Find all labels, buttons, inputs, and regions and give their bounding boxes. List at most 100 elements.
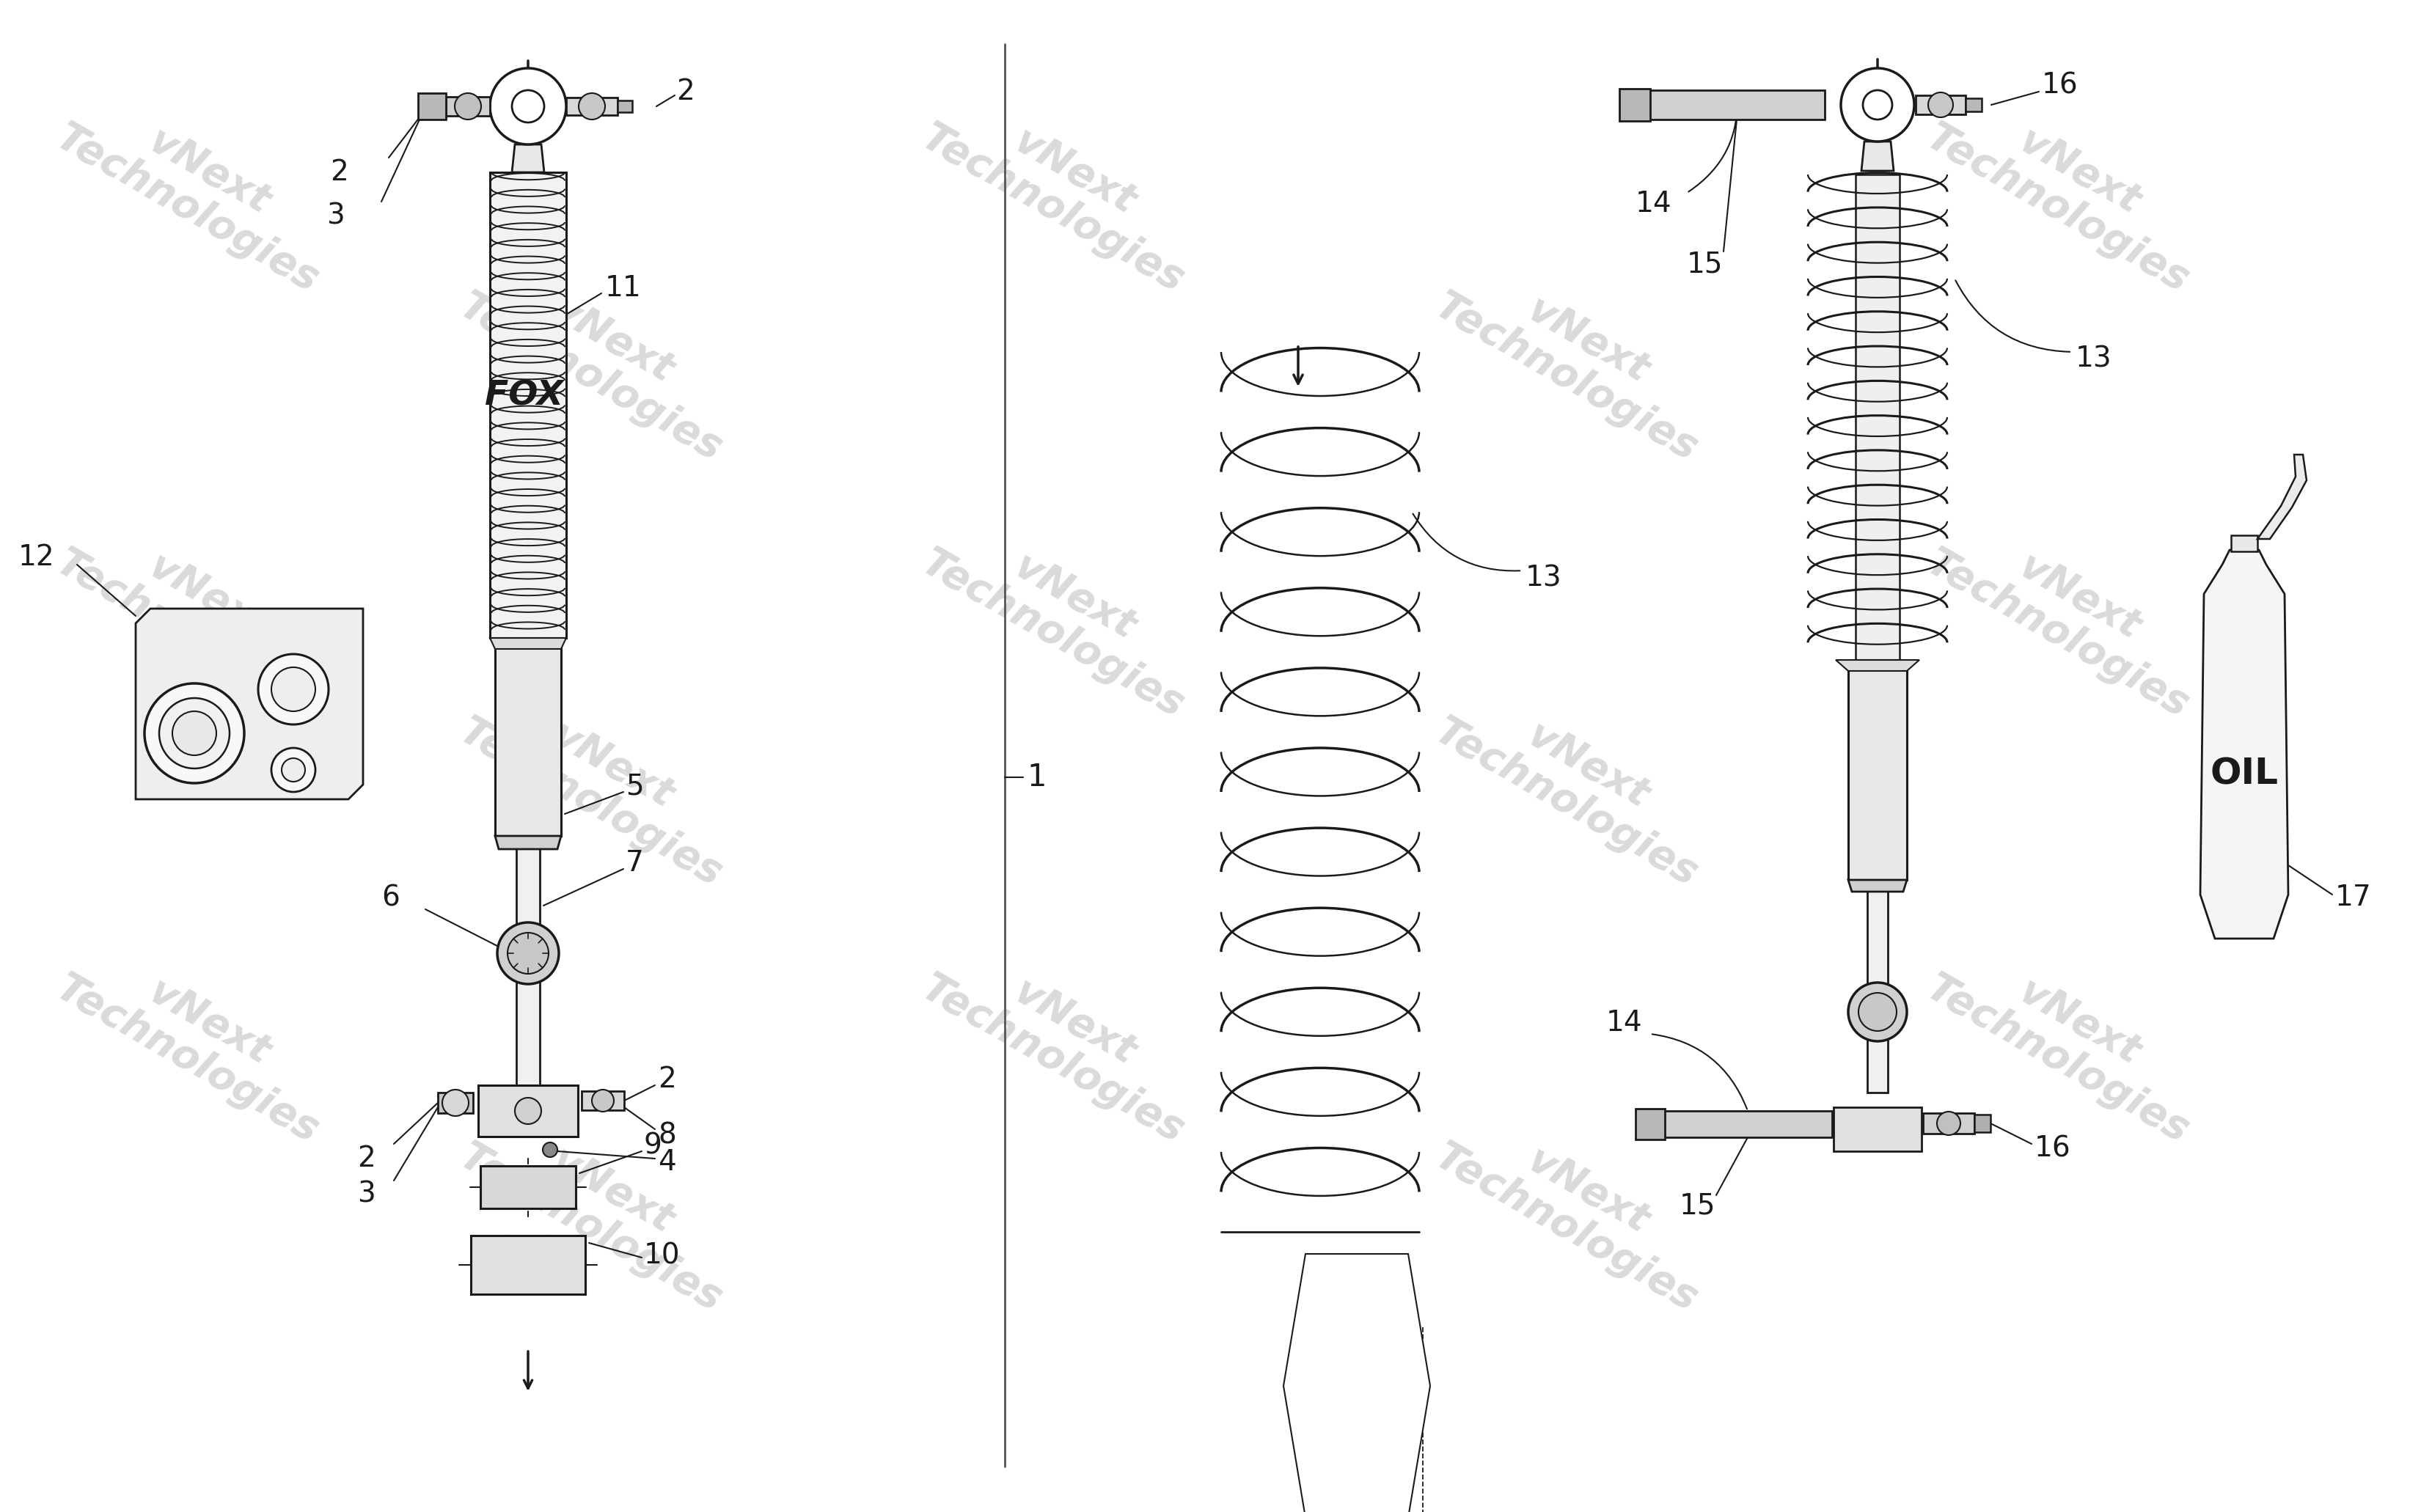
Bar [438,1093,472,1113]
Bar [1854,174,1900,659]
Circle shape [1859,993,1896,1031]
Circle shape [160,699,230,768]
Polygon shape [1862,142,1893,171]
Bar [419,94,445,119]
Circle shape [145,683,245,783]
Circle shape [496,922,559,984]
Text: vNext
Technologies: vNext Technologies [1428,249,1726,469]
Bar [1833,1107,1922,1151]
Text: vNext
Technologies: vNext Technologies [915,507,1213,726]
Circle shape [172,711,215,756]
Circle shape [508,933,550,974]
Bar [1649,91,1825,119]
Circle shape [455,94,482,119]
Bar [1922,1113,1976,1134]
Text: 15: 15 [1680,1193,1716,1220]
Text: 4: 4 [659,1148,675,1176]
Bar [479,1086,579,1137]
Polygon shape [1835,659,1920,671]
Polygon shape [617,100,632,112]
Text: 12: 12 [19,543,56,572]
Polygon shape [2201,550,2288,939]
Text: 2: 2 [659,1066,675,1093]
Polygon shape [511,145,545,172]
Text: 14: 14 [1605,1009,1641,1037]
Text: vNext
Technologies: vNext Technologies [915,931,1213,1151]
Circle shape [1862,91,1893,119]
Bar [581,1092,625,1110]
Circle shape [591,1090,615,1111]
Circle shape [271,667,315,711]
Bar [1847,659,1908,880]
Bar [494,638,562,836]
Text: 13: 13 [2075,345,2111,373]
Text: vNext
Technologies: vNext Technologies [1920,80,2218,301]
Polygon shape [1966,98,1983,112]
Bar [1620,89,1651,121]
Bar [2232,535,2256,552]
Circle shape [1927,92,1954,118]
Text: 6: 6 [383,885,399,912]
Text: 16: 16 [2034,1134,2070,1163]
Bar [470,1235,586,1294]
Text: vNext
Technologies: vNext Technologies [1428,674,1726,895]
Circle shape [271,748,315,792]
Bar [445,97,489,116]
Text: 3: 3 [327,203,344,230]
Bar [1915,95,1966,115]
Text: vNext
Technologies: vNext Technologies [1428,1101,1726,1320]
Text: 5: 5 [625,773,644,800]
Circle shape [259,655,329,724]
Text: FOX: FOX [484,380,564,413]
Text: 9: 9 [644,1131,663,1160]
Text: 3: 3 [358,1179,375,1208]
Text: 2: 2 [329,159,349,186]
Text: vNext
Technologies: vNext Technologies [453,249,751,469]
Polygon shape [489,638,567,649]
Circle shape [1840,68,1915,142]
Bar [1867,891,1888,1093]
Circle shape [511,91,545,122]
Text: vNext
Technologies: vNext Technologies [48,507,346,726]
Text: 8: 8 [659,1122,675,1149]
Text: vNext
Technologies: vNext Technologies [915,80,1213,301]
Text: 2: 2 [358,1145,375,1172]
Circle shape [516,1098,542,1123]
Text: 7: 7 [625,850,644,877]
Text: 14: 14 [1637,191,1673,218]
Circle shape [1937,1111,1961,1136]
Text: 1: 1 [1027,762,1046,792]
Bar [479,1166,576,1208]
Polygon shape [1283,1253,1431,1512]
Text: vNext
Technologies: vNext Technologies [1920,507,2218,726]
Polygon shape [136,609,363,800]
Bar [1637,1108,1666,1140]
Bar [567,98,617,115]
Polygon shape [2256,455,2307,538]
Circle shape [489,68,567,145]
Text: 2: 2 [675,77,695,106]
Text: vNext
Technologies: vNext Technologies [48,80,346,301]
Polygon shape [1976,1114,1990,1132]
Text: 10: 10 [644,1243,680,1270]
Text: vNext
Technologies: vNext Technologies [48,931,346,1151]
Circle shape [1847,983,1908,1042]
Polygon shape [1847,880,1908,892]
Circle shape [579,94,605,119]
Text: OIL: OIL [2210,756,2278,791]
Text: vNext
Technologies: vNext Technologies [1920,931,2218,1151]
Text: vNext
Technologies: vNext Technologies [453,674,751,895]
Text: 13: 13 [1525,564,1562,591]
Bar [489,172,567,638]
Text: 15: 15 [1687,251,1724,278]
Circle shape [443,1090,470,1116]
Text: 11: 11 [605,274,642,302]
Circle shape [542,1143,557,1157]
Text: 17: 17 [2336,883,2373,912]
Text: vNext
Technologies: vNext Technologies [453,1101,751,1320]
Polygon shape [494,836,562,850]
Circle shape [281,758,305,782]
Bar [1663,1111,1833,1137]
Bar [516,847,540,1086]
Text: 16: 16 [2041,73,2077,100]
